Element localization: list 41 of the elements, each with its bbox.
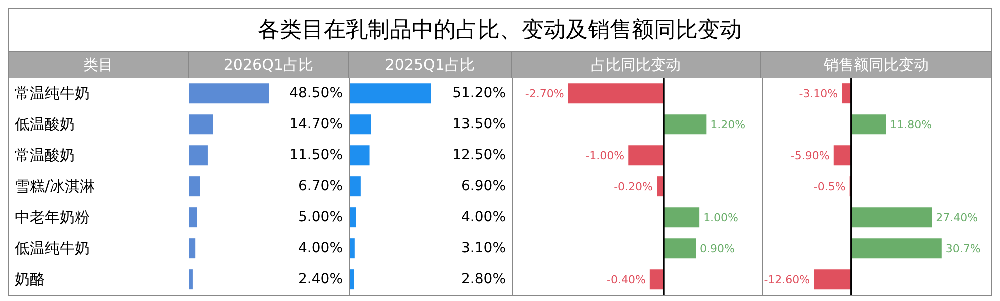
data-label: 6.90% [462,178,506,195]
data-label: 5.00% [298,210,343,226]
data-label: 4.00% [298,240,343,257]
data-label: 2.80% [462,272,506,288]
data-label: -0.40% [606,274,646,287]
data-label: 2.40% [298,272,343,288]
chart-subtitle: 2025Q1占比 [349,52,511,78]
data-label: -2.70% [525,88,564,101]
data-label: 0.90% [700,242,735,256]
y-tick-label: 中老年奶粉 [15,208,90,226]
data-label: 14.70% [290,116,343,133]
chart-subtitle: 销售额同比变动 [761,52,992,78]
data-label: 12.50% [452,148,506,164]
data-label: 30.7% [946,242,981,256]
data-label: -1.00% [586,150,625,163]
data-label: 11.80% [890,118,932,132]
y-axis-title: 类目 [9,52,189,78]
y-tick-label: 奶酪 [15,270,45,288]
data-label: -3.10% [799,88,838,101]
y-tick-label: 低温酸奶 [15,116,75,134]
y-tick-label: 低温纯牛奶 [15,240,90,258]
data-label: -0.5% [814,180,846,194]
data-label: 3.10% [462,240,506,257]
chart-subtitle: 占比同比变动 [512,52,760,78]
data-label: 27.40% [936,212,978,225]
data-label: 6.70% [298,178,343,195]
y-tick-label: 常温酸奶 [15,146,75,164]
data-label: -12.60% [764,274,810,287]
data-label: 13.50% [452,116,506,133]
data-label: 1.00% [704,212,739,225]
data-label: -5.90% [790,150,830,163]
data-label: 4.00% [462,210,506,226]
y-tick-label: 雪糕/冰淇淋 [15,178,96,196]
data-label: -0.20% [614,180,654,194]
text: 各类目在乳制品中的占比、变动及销售额同比变动 [9,9,991,52]
data-label: 48.50% [290,86,343,102]
data-label: 51.20% [452,86,506,102]
chart-subtitle: 2026Q1占比 [222,54,314,76]
data-label: 11.50% [290,148,343,164]
data-label: 1.20% [710,118,746,132]
y-tick-label: 常温纯牛奶 [15,84,90,102]
